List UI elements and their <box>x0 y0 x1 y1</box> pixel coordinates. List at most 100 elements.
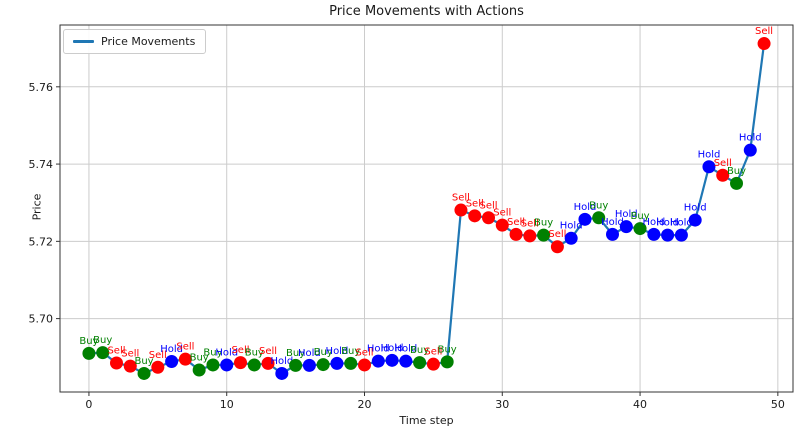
y-tick-label: 5.74 <box>29 158 54 171</box>
action-label: Sell <box>259 346 277 357</box>
x-tick-label: 0 <box>85 398 92 411</box>
data-point <box>165 354 179 368</box>
x-axis-label: Time step <box>399 414 454 427</box>
data-point <box>454 203 468 217</box>
data-point <box>399 354 413 368</box>
action-label: Hold <box>215 347 238 358</box>
action-label: Hold <box>601 217 624 228</box>
data-point <box>730 176 744 190</box>
data-point <box>702 160 716 174</box>
action-label: Buy <box>589 200 608 211</box>
data-point <box>606 227 620 241</box>
data-point <box>316 358 330 372</box>
data-point <box>206 358 220 372</box>
x-tick-label: 50 <box>771 398 785 411</box>
data-point <box>688 213 702 227</box>
action-label: Sell <box>107 346 125 357</box>
data-point <box>302 358 316 372</box>
action-label: Sell <box>149 350 167 361</box>
data-point <box>564 231 578 245</box>
action-label: Hold <box>684 203 707 214</box>
legend-line-sample <box>73 40 94 43</box>
x-tick-label: 10 <box>220 398 234 411</box>
action-label: Hold <box>670 218 693 229</box>
data-point <box>220 358 234 372</box>
action-label: Hold <box>560 221 583 232</box>
legend: Price Movements <box>63 29 207 54</box>
action-label: Sell <box>424 347 442 358</box>
action-label: Hold <box>298 348 321 359</box>
x-tick-label: 30 <box>495 398 509 411</box>
data-point <box>647 227 661 241</box>
action-label: Hold <box>615 209 638 220</box>
y-tick-label: 5.72 <box>29 235 54 248</box>
action-label: Sell <box>714 158 732 169</box>
action-label: Buy <box>630 211 649 222</box>
action-label: Buy <box>438 344 457 355</box>
action-label: Sell <box>479 200 497 211</box>
data-point <box>495 218 509 232</box>
action-label: Buy <box>203 347 222 358</box>
action-label: Hold <box>656 218 679 229</box>
action-label: Buy <box>286 348 305 359</box>
data-point <box>151 360 165 374</box>
action-label: Buy <box>190 352 209 363</box>
action-label: Sell <box>355 347 373 358</box>
data-point <box>578 212 592 226</box>
action-label: Hold <box>642 217 665 228</box>
data-point <box>82 346 96 360</box>
data-point <box>757 37 771 51</box>
y-tick-label: 5.76 <box>29 81 54 94</box>
data-point <box>537 228 551 242</box>
action-label: Buy <box>341 346 360 357</box>
data-point <box>426 357 440 371</box>
data-point <box>592 211 606 225</box>
data-point <box>344 356 358 370</box>
data-point <box>716 168 730 182</box>
action-label: Sell <box>755 26 773 37</box>
action-label: Sell <box>466 198 484 209</box>
action-label: Sell <box>121 349 139 360</box>
action-label: Buy <box>410 345 429 356</box>
data-point <box>137 366 151 380</box>
data-point <box>96 346 110 360</box>
data-point <box>633 222 647 236</box>
action-label: Sell <box>507 217 525 228</box>
data-point <box>440 355 454 369</box>
action-label: Hold <box>394 344 417 355</box>
action-label: Sell <box>176 342 194 353</box>
action-label: Buy <box>314 347 333 358</box>
data-point <box>468 209 482 223</box>
data-point <box>261 356 275 370</box>
data-point <box>371 354 385 368</box>
plot-border <box>59 24 794 393</box>
action-label: Hold <box>270 356 293 367</box>
data-point <box>509 227 523 241</box>
data-point <box>123 359 137 373</box>
legend-label: Price Movements <box>101 35 196 48</box>
action-label: Sell <box>493 208 511 219</box>
action-label: Sell <box>452 193 470 204</box>
data-point <box>674 228 688 242</box>
action-label: Sell <box>521 218 539 229</box>
action-label: Hold <box>160 344 183 355</box>
action-label: Buy <box>245 347 264 358</box>
data-point <box>619 220 633 234</box>
y-tick-label: 5.70 <box>29 313 54 326</box>
x-tick-label: 40 <box>633 398 647 411</box>
action-label: Sell <box>231 345 249 356</box>
action-label: Buy <box>534 218 553 229</box>
action-label: Buy <box>93 335 112 346</box>
chart-title: Price Movements with Actions <box>329 4 524 19</box>
action-label: Hold <box>326 346 349 357</box>
price-line <box>87 42 766 375</box>
x-tick-label: 20 <box>357 398 371 411</box>
y-axis-label: Price <box>30 193 44 221</box>
data-point <box>357 358 371 372</box>
action-label: Hold <box>381 343 404 354</box>
action-label: Hold <box>367 344 390 355</box>
action-label: Hold <box>739 133 762 144</box>
data-point <box>385 353 399 367</box>
